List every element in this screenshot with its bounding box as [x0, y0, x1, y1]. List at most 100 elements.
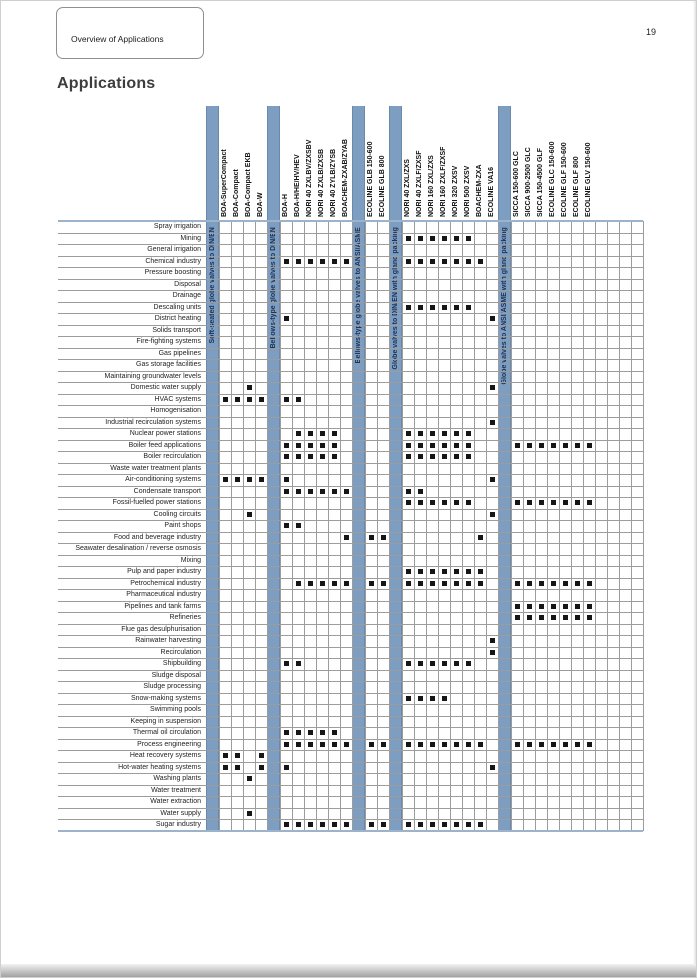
matrix-mark [466, 742, 471, 747]
matrix-mark [418, 569, 423, 574]
column-header: SICCA 900-2500 GLC [525, 147, 532, 217]
matrix-mark [478, 822, 483, 827]
matrix-mark [296, 443, 301, 448]
matrix-mark [454, 569, 459, 574]
matrix-mark [332, 431, 337, 436]
column-header: BOACHEM-ZXA [476, 164, 483, 218]
matrix-mark [430, 259, 435, 264]
grid-line-vertical [571, 221, 572, 831]
matrix-mark [454, 305, 459, 310]
grid-line-horizontal [58, 612, 643, 613]
grid-line-vertical [402, 221, 403, 831]
grid-line-horizontal [58, 577, 643, 579]
grid-line-horizontal [58, 543, 643, 544]
grid-line-vertical [414, 221, 415, 831]
matrix-mark [466, 661, 471, 666]
matrix-mark [308, 259, 313, 264]
grid-line-vertical [292, 221, 293, 831]
matrix-mark [442, 431, 447, 436]
row-label: Fire-fighting systems [136, 338, 201, 345]
row-label: Mining [180, 234, 201, 242]
row-label: Waste water treatment plants [110, 464, 201, 472]
matrix-mark [284, 661, 289, 666]
matrix-mark [515, 443, 520, 448]
matrix-mark [539, 604, 544, 609]
matrix-mark [235, 765, 240, 770]
row-label: Homogenisation [150, 407, 201, 414]
matrix-mark [320, 822, 325, 827]
matrix-mark [478, 259, 483, 264]
grid-line-vertical [547, 221, 548, 831]
group-bar [206, 106, 219, 831]
column-header: NORI 40 ZYLB/ZYSB [330, 148, 337, 217]
row-label: Pharmaceutical industry [126, 591, 201, 598]
grid-line-horizontal [58, 508, 643, 510]
row-label: Gas storage facilities [136, 361, 201, 368]
row-label: Shipbuilding [162, 660, 201, 667]
matrix-mark [320, 730, 325, 735]
grid-line-vertical [377, 221, 378, 831]
matrix-mark [296, 581, 301, 586]
grid-line-horizontal [58, 589, 643, 590]
matrix-mark [418, 661, 423, 666]
matrix-mark [381, 742, 386, 747]
column-header: SICCA 150-4500 GLF [537, 148, 544, 217]
matrix-mark [466, 822, 471, 827]
matrix-mark [430, 569, 435, 574]
matrix-mark [284, 397, 289, 402]
matrix-mark [418, 305, 423, 310]
column-header: NORI 40 ZXLB/ZXSB [318, 148, 325, 217]
header-tab: Overview of Applications [56, 7, 204, 59]
matrix-mark [454, 431, 459, 436]
grid-line-vertical [365, 221, 366, 831]
row-label: Flue gas desulphurisation [121, 625, 201, 633]
matrix-mark [551, 500, 556, 505]
matrix-mark [332, 259, 337, 264]
column-header: ECOLINE GLC 150-600 [549, 141, 556, 217]
matrix-mark [284, 259, 289, 264]
matrix-mark [430, 305, 435, 310]
grid-line-horizontal [58, 531, 643, 533]
column-header: BOA-SuperCompact [221, 149, 228, 217]
grid-line-vertical [426, 221, 427, 831]
matrix-mark [539, 500, 544, 505]
column-header: BOA-Compact EKB [245, 152, 252, 217]
matrix-mark [284, 454, 289, 459]
grid-line-vertical [389, 221, 390, 831]
matrix-mark [406, 259, 411, 264]
matrix-mark [454, 742, 459, 747]
row-label: Swimming pools [150, 706, 201, 713]
column-header: NORI 320 ZXSV [452, 165, 459, 217]
header-tab-label: Overview of Applications [71, 34, 164, 44]
grid-line-vertical [243, 221, 244, 831]
grid-line-horizontal [58, 244, 643, 245]
grid-line-horizontal [58, 232, 643, 234]
row-label: District heating [154, 315, 201, 322]
matrix-mark [527, 443, 532, 448]
matrix-mark [527, 742, 532, 747]
matrix-mark [344, 259, 349, 264]
row-label: Boiler feed applications [128, 441, 201, 449]
matrix-mark [247, 512, 252, 517]
grid-line-horizontal [58, 554, 643, 556]
matrix-mark [430, 500, 435, 505]
matrix-mark [406, 569, 411, 574]
matrix-mark [332, 730, 337, 735]
grid-line-vertical [267, 221, 268, 831]
matrix-mark [308, 742, 313, 747]
column-header: ECOLINE GLF 150-600 [561, 142, 568, 217]
matrix-mark [235, 477, 240, 482]
matrix-mark [308, 431, 313, 436]
grid-line-horizontal [58, 462, 643, 464]
matrix-mark [454, 443, 459, 448]
grid-line-vertical [583, 221, 584, 831]
matrix-mark [418, 443, 423, 448]
matrix-mark [308, 489, 313, 494]
matrix-mark [490, 650, 495, 655]
grid-line-horizontal [58, 738, 643, 740]
matrix-mark [527, 581, 532, 586]
matrix-mark [344, 581, 349, 586]
row-label: Pulp and paper industry [127, 568, 201, 575]
row-label: Rainwater harvesting [135, 637, 201, 644]
matrix-mark [563, 500, 568, 505]
